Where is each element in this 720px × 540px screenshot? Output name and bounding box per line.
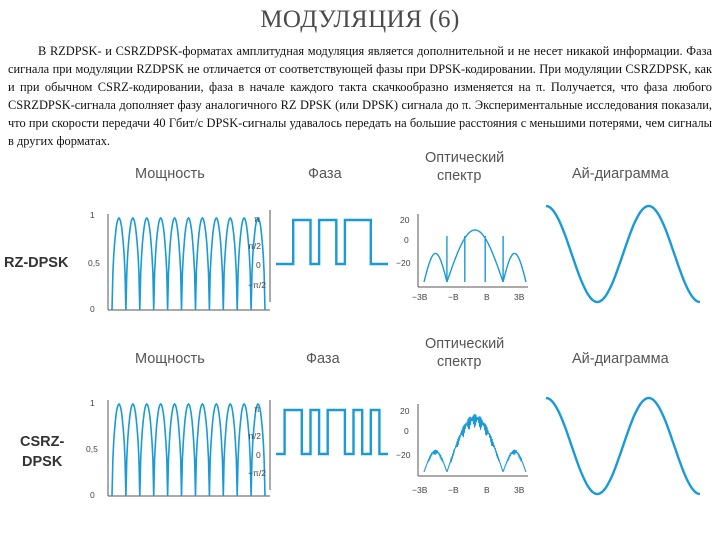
phase-tick-2-0: π [254,404,260,414]
eye-header-1: Ай-диаграмма [572,166,670,182]
spectrum-plot-2: 20 0 −20 −3B −B B 3B [396,404,528,495]
spectrum-xtick-2-3: 3B [514,485,525,495]
body-paragraph: В RZDPSK- и CSRZDPSK-форматах амплитудна… [8,44,712,148]
phase-plot-1: π π/2 0 −π/2 [248,210,388,302]
spectrum-xtick-2-2: B [484,485,490,495]
power-plot-2: 1 0,5 0 [86,398,270,500]
spectrum-trace-csrz-dpsk [423,413,527,473]
spectrum-ytick-2-1: 0 [404,426,409,436]
spectrum-header-2b: спектр [437,354,481,370]
spectrum-xtick-2-0: −3B [412,485,428,495]
spectrum-plot-1: 20 0 −20 −3B −B B 3B [396,214,528,302]
eye-diagram-rz-dpsk [545,204,701,304]
spectrum-xtick-1-3: 3B [514,292,525,302]
spectrum-ytick-1-0: 20 [400,215,410,225]
spectrum-ytick-2-2: −20 [396,450,411,460]
row-label-csrz-line1: CSRZ- [20,434,64,450]
power-tick-2-2: 0 [90,490,95,500]
phase-header-2: Фаза [306,351,341,367]
spectrum-xtick-1-0: −3B [412,292,428,302]
power-header-2: Мощность [135,351,205,367]
power-tick-1-0: 1 [90,210,95,220]
phase-plot-2: π π/2 0 −π/2 [248,400,388,490]
spectrum-header-1b: спектр [437,168,481,184]
power-header-1: Мощность [135,166,205,182]
spectrum-xtick-2-1: −B [448,485,459,495]
phase-tick-2-3: −π/2 [248,468,266,478]
phase-tick-2-2: 0 [256,450,261,460]
power-trace-rz-dpsk [111,216,266,311]
spectrum-ytick-1-2: −20 [396,258,411,268]
body-text: В RZDPSK- и CSRZDPSK-форматах амплитудна… [8,42,712,150]
spectrum-ytick-1-1: 0 [404,235,409,245]
power-plot-1: 1 0,5 0 [88,210,270,314]
eye-diagram-csrz-dpsk [545,396,701,496]
phase-header-1: Фаза [308,166,343,182]
phase-tick-2-1: π/2 [248,431,261,441]
spectrum-trace-rz-dpsk [423,229,527,283]
power-tick-2-0: 1 [90,398,95,408]
modulation-figure: Мощность Фаза Оптический спектр Ай-диагр… [4,150,701,500]
row-label-csrz-line2: DPSK [22,454,63,470]
phase-tick-1-3: −π/2 [248,280,266,290]
spectrum-header-1a: Оптический [425,150,504,166]
power-tick-1-2: 0 [90,304,95,314]
slide-title: МОДУЛЯЦИЯ (6) [260,6,460,33]
eye-header-2: Ай-диаграмма [572,351,670,367]
power-trace-csrz-dpsk [111,402,266,497]
phase-tick-1-1: π/2 [248,241,261,251]
phase-trace-rz-dpsk [276,218,388,266]
power-tick-1-1: 0,5 [88,258,100,268]
spectrum-ytick-2-0: 20 [400,406,410,416]
phase-trace-csrz-dpsk [276,408,388,456]
spectrum-xtick-1-2: B [484,292,490,302]
row-label-rz-dpsk: RZ-DPSK [4,255,69,271]
spectrum-header-2a: Оптический [425,336,504,352]
spectrum-xtick-1-1: −B [448,292,459,302]
power-tick-2-1: 0,5 [86,444,98,454]
phase-tick-1-0: π [254,214,260,224]
phase-tick-1-2: 0 [256,260,261,270]
